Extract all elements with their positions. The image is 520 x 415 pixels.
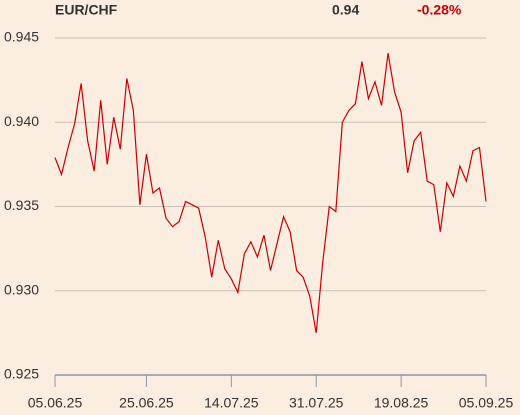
price: 0.94 — [332, 2, 359, 18]
x-tick-label: 05.06.25 — [28, 395, 83, 411]
price-line — [54, 53, 487, 333]
x-tick-label: 14.07.25 — [204, 395, 259, 411]
y-tick-label: 0.940 — [4, 113, 39, 129]
y-tick-label: 0.935 — [4, 197, 39, 213]
change: -0.28% — [417, 2, 462, 18]
y-tick-label: 0.945 — [4, 29, 39, 45]
x-tick-label: 25.06.25 — [119, 395, 174, 411]
x-tick-label: 05.09.25 — [459, 395, 514, 411]
chart-title: EUR/CHF — [55, 2, 118, 18]
x-tick-label: 31.07.25 — [289, 395, 344, 411]
y-tick-label: 0.930 — [4, 281, 39, 297]
y-tick-label: 0.925 — [4, 366, 39, 382]
x-tick-label: 19.08.25 — [374, 395, 429, 411]
